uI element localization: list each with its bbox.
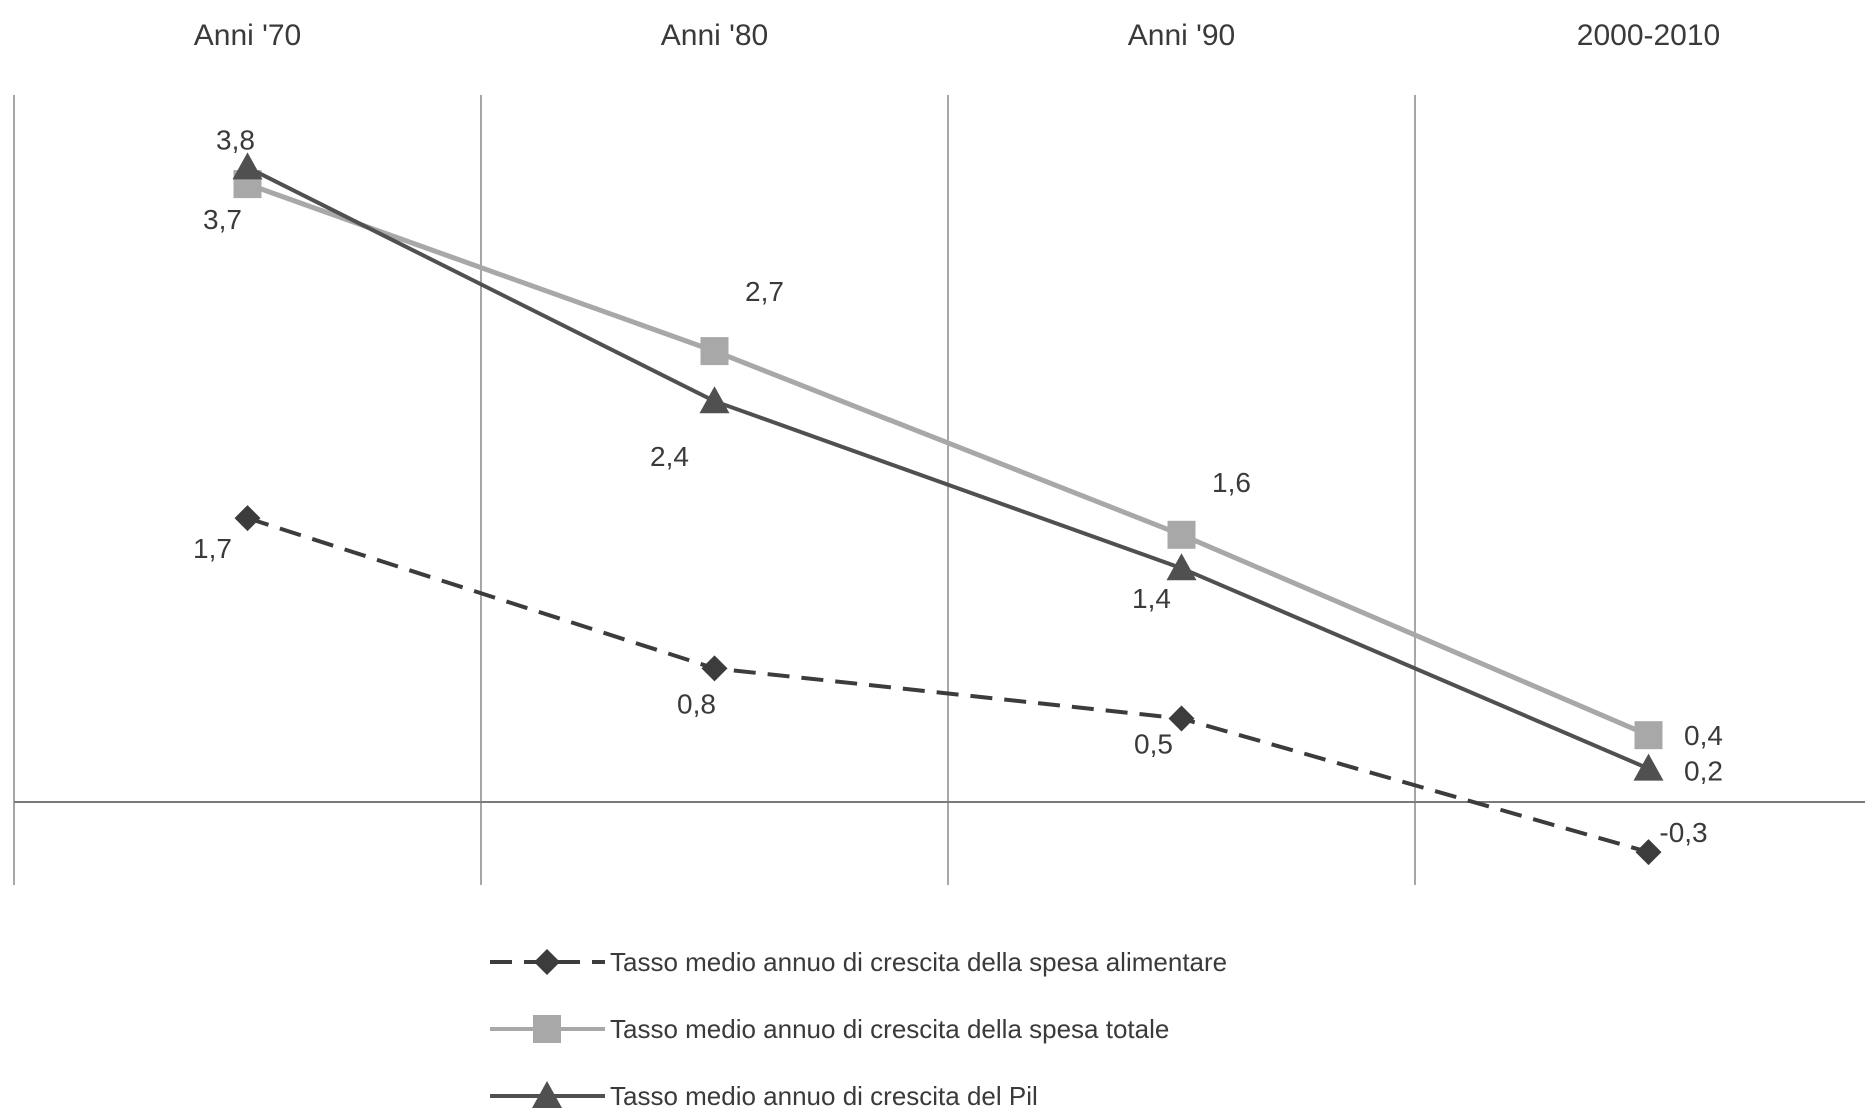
data-label: 0,4 (1684, 720, 1723, 751)
data-label: -0,3 (1659, 817, 1707, 848)
data-label: 1,7 (193, 533, 232, 564)
data-point-marker (701, 655, 728, 682)
plot-grid (13, 95, 1865, 885)
legend: Tasso medio annuo di crescita della spes… (490, 947, 1227, 1111)
data-label: 1,6 (1212, 467, 1251, 498)
data-label: 3,7 (203, 204, 242, 235)
legend-label: Tasso medio annuo di crescita del Pil (610, 1081, 1038, 1109)
data-label: 3,8 (216, 124, 255, 155)
data-label: 2,7 (745, 276, 784, 307)
category-label: Anni '90 (1128, 19, 1235, 52)
series-line (246, 181, 1650, 738)
legend-swatch-marker (532, 1081, 562, 1108)
data-point-marker (1166, 553, 1197, 581)
data-point-marker (1168, 705, 1195, 732)
category-label: 2000-2010 (1577, 19, 1720, 52)
category-label: Anni '80 (661, 19, 768, 52)
legend-label: Tasso medio annuo di crescita della spes… (610, 1014, 1169, 1044)
legend-swatch-marker (534, 949, 560, 975)
data-point-marker (1633, 753, 1664, 781)
legend-label: Tasso medio annuo di crescita della spes… (610, 947, 1227, 977)
legend-swatch-marker (533, 1015, 561, 1043)
data-label: 1,4 (1132, 583, 1171, 614)
data-labels: 1,7 0,8 0,5 -0,3 3,7 2,7 1,6 0,4 3,8 2,4 1,4 0,2 (193, 124, 1723, 848)
data-point-marker (232, 152, 263, 180)
data-point-marker (699, 386, 730, 414)
series-group (232, 152, 1664, 866)
data-label: 0,8 (677, 688, 716, 719)
data-point-marker (1634, 721, 1663, 750)
data-point-marker (700, 337, 729, 366)
data-point-marker (234, 505, 261, 532)
data-point-marker (1635, 839, 1662, 866)
series-line (246, 516, 1650, 855)
series-line (246, 165, 1650, 771)
category-labels: Anni '70 Anni '80 Anni '90 2000-2010 (194, 19, 1720, 52)
data-label: 0,5 (1134, 729, 1173, 760)
data-label: 0,2 (1684, 756, 1723, 787)
data-label: 2,4 (650, 441, 689, 472)
category-label: Anni '70 (194, 19, 301, 52)
data-point-marker (1167, 520, 1196, 549)
